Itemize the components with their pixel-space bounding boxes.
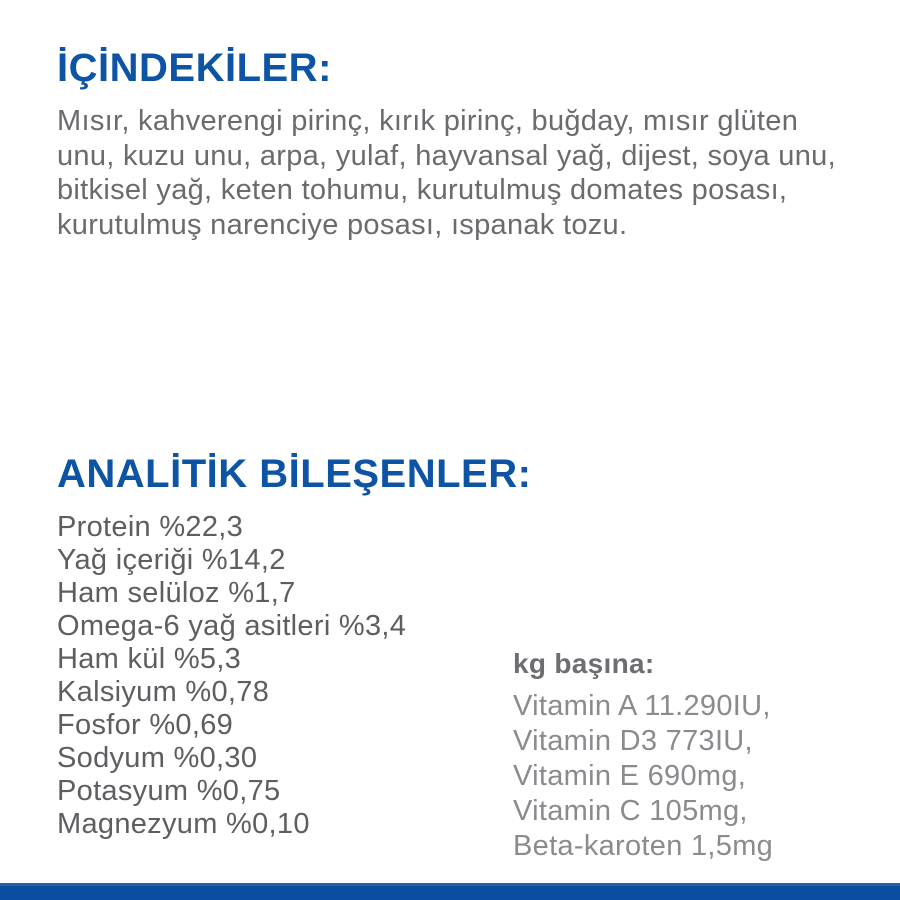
analytics-heading: ANALİTİK BİLEŞENLER:: [57, 452, 532, 496]
vitamin-item-a: Vitamin A 11.290IU,: [513, 690, 771, 722]
analytic-item-phosphor: Fosfor %0,69: [57, 709, 234, 741]
vitamin-item-betacarotene: Beta-karoten 1,5mg: [513, 830, 774, 862]
per-kg-label: kg başına:: [513, 648, 655, 679]
per-kg-block: kg başına: Vitamin A 11.290IU, Vitamin D…: [513, 648, 873, 864]
analytic-item-calcium: Kalsiyum %0,78: [57, 676, 270, 708]
bottom-accent-bar: [0, 883, 900, 900]
analytic-item-potassium: Potasyum %0,75: [57, 775, 281, 807]
analytic-item-fat: Yağ içeriği %14,2: [57, 544, 286, 576]
analytic-item-magnesium: Magnezyum %0,10: [57, 808, 310, 840]
analytic-item-protein: Protein %22,3: [57, 511, 244, 543]
ingredients-heading: İÇİNDEKİLER:: [57, 46, 332, 90]
analytic-item-ash: Ham kül %5,3: [57, 643, 242, 675]
vitamin-list: Vitamin A 11.290IU, Vitamin D3 773IU, Vi…: [513, 689, 873, 864]
analytic-item-omega6: Omega-6 yağ asitleri %3,4: [57, 610, 407, 642]
analytics-list: Protein %22,3 Yağ içeriği %14,2 Ham selü…: [57, 511, 406, 841]
ingredients-text: Mısır, kahverengi pirinç, kırık pirinç, …: [57, 105, 836, 241]
vitamin-item-e: Vitamin E 690mg,: [513, 760, 747, 792]
vitamin-item-d3: Vitamin D3 773IU,: [513, 725, 753, 757]
vitamin-item-c: Vitamin C 105mg,: [513, 795, 748, 827]
analytic-item-fiber: Ham selüloz %1,7: [57, 577, 296, 609]
analytic-item-sodium: Sodyum %0,30: [57, 742, 258, 774]
